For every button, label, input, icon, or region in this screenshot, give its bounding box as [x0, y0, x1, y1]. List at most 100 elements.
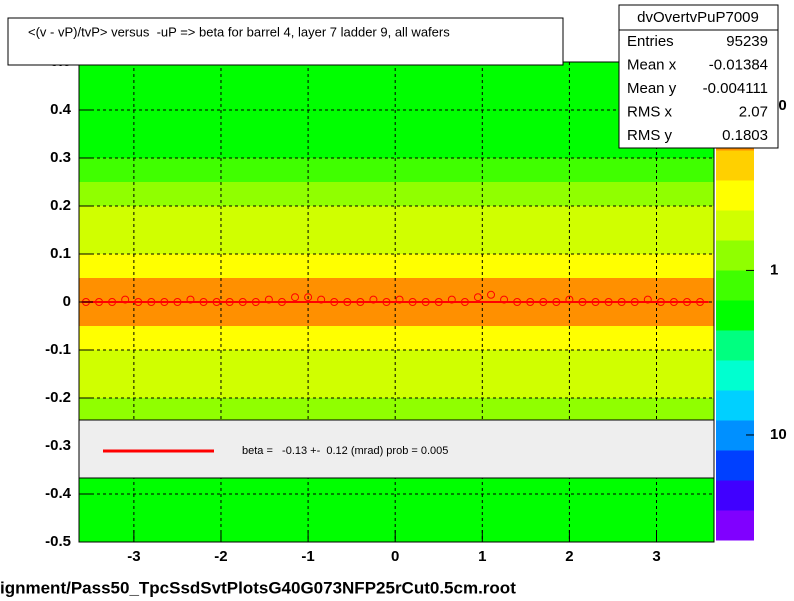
x-tick-label: -1 [301, 548, 314, 565]
palette-cell [716, 150, 754, 181]
x-tick-label: -2 [214, 548, 227, 565]
x-tick-label: 2 [565, 548, 573, 565]
density-cell [79, 134, 714, 158]
profile-point [604, 298, 613, 306]
profile-point [330, 298, 339, 306]
profile-point [578, 298, 587, 306]
profile-point [304, 293, 313, 302]
profile-point [225, 298, 234, 306]
y-tick-label: -0.1 [45, 341, 71, 358]
profile-point [421, 298, 430, 306]
profile-point [656, 298, 665, 306]
stats-name: dvOvertvPuP7009 [637, 9, 759, 26]
density-cell [79, 230, 714, 254]
stats-label: Mean x [627, 56, 677, 73]
profile-point [395, 295, 404, 304]
profile-point [95, 298, 104, 306]
y-tick-label: -0.4 [45, 485, 72, 502]
profile-point [447, 295, 456, 304]
y-tick-label: -0.5 [45, 533, 71, 550]
x-tick-label: 3 [652, 548, 660, 565]
z-tick-label: 10 [770, 426, 787, 443]
stats-value: 0.1803 [722, 127, 768, 144]
profile-point [500, 295, 509, 304]
profile-point [434, 298, 443, 306]
palette-cell [716, 180, 754, 211]
y-tick-label: -0.2 [45, 389, 71, 406]
profile-point [617, 298, 626, 306]
density-cell [79, 494, 714, 518]
y-tick-label: -0.3 [45, 437, 71, 454]
density-cell [79, 350, 714, 374]
y-tick-label: 0.4 [50, 101, 72, 118]
profile-point [317, 295, 326, 304]
density-cell [79, 62, 714, 86]
palette-cell [716, 240, 754, 271]
profile-point [291, 293, 300, 302]
profile-point [238, 298, 247, 306]
density-cell [79, 182, 714, 206]
profile-point [408, 298, 417, 306]
palette-cell [716, 210, 754, 241]
y-tick-label: 0.1 [50, 245, 71, 262]
density-cell [79, 374, 714, 398]
palette-cell [716, 360, 754, 391]
density-cell [79, 398, 714, 422]
profile-point [682, 298, 691, 306]
profile-point [147, 298, 156, 306]
profile-point [565, 295, 574, 304]
profile-point [173, 298, 182, 306]
profile-point [487, 290, 496, 299]
chart-title: <(v - vP)/tvP> versus -uP => beta for ba… [28, 24, 450, 39]
palette-cell [716, 510, 754, 541]
z-tick-label: 1 [770, 261, 778, 278]
density-cell [79, 302, 714, 326]
stats-value: 2.07 [739, 103, 768, 120]
stats-label: RMS x [627, 103, 673, 120]
palette-cell [716, 270, 754, 301]
profile-point [251, 298, 260, 306]
density-cell [79, 254, 714, 278]
profile-point [526, 298, 535, 306]
stats-box [618, 4, 779, 149]
palette-cell [716, 480, 754, 511]
profile-point [121, 295, 130, 304]
x-tick-label: 1 [478, 548, 486, 565]
profile-point [343, 298, 352, 306]
profile-point [539, 298, 548, 306]
palette-cell [716, 390, 754, 421]
stats-value: 95239 [726, 33, 768, 50]
profile-point [199, 298, 208, 306]
palette-cell [716, 300, 754, 331]
density-cell [79, 110, 714, 134]
profile-point [277, 298, 286, 306]
profile-point [552, 298, 561, 306]
profile-point [160, 298, 169, 306]
profile-point [186, 295, 195, 304]
profile-point [382, 298, 391, 306]
profile-point [134, 298, 143, 306]
stats-label: Mean y [627, 80, 677, 97]
density-cell [79, 206, 714, 230]
y-tick-label: 0.2 [50, 197, 71, 214]
stats-value: -0.004111 [703, 80, 768, 97]
palette-cell [716, 450, 754, 481]
y-tick-label: 0 [63, 293, 71, 310]
density-cell [79, 518, 714, 542]
density-cell [79, 326, 714, 350]
stats-label: Entries [627, 33, 674, 50]
profile-point [513, 298, 522, 306]
profile-point [630, 298, 639, 306]
density-cell [79, 86, 714, 110]
profile-point [473, 293, 482, 302]
stats-label: RMS y [627, 127, 673, 144]
profile-point [264, 295, 273, 304]
fit-legend-label: beta = -0.13 +- 0.12 (mrad) prob = 0.005 [242, 445, 448, 457]
x-tick-label: 0 [391, 548, 399, 565]
y-tick-label: 0.3 [50, 149, 71, 166]
palette-cell [716, 330, 754, 361]
x-tick-label: -3 [127, 548, 140, 565]
title-box [7, 17, 564, 66]
profile-point [643, 295, 652, 304]
